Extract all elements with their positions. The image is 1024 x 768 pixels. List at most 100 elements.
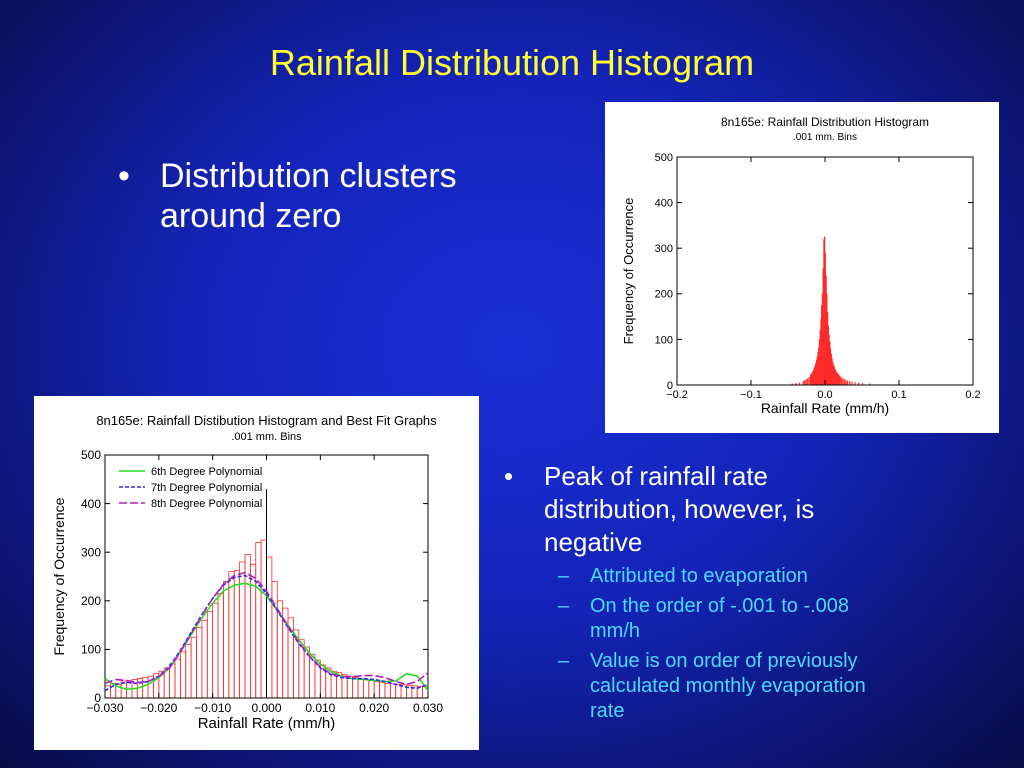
y-tick-label: 400 <box>81 497 101 511</box>
histogram-bar <box>212 602 219 699</box>
sub-bullet-marker: – <box>558 595 570 617</box>
sub-bullet-marker: – <box>558 650 570 672</box>
histogram-bar <box>845 380 847 386</box>
histogram-bar <box>805 379 807 386</box>
histogram-bar <box>255 542 262 699</box>
histogram-bar <box>174 658 181 699</box>
x-tick-label: −0.030 <box>86 701 123 715</box>
histogram-bar <box>352 677 359 699</box>
histogram-bar <box>201 619 208 699</box>
x-tick-label: 0.020 <box>359 701 389 715</box>
histogram-bar <box>357 678 364 699</box>
histogram-bar <box>233 570 240 699</box>
y-tick-label: 500 <box>655 152 673 164</box>
y-tick-label: 300 <box>655 243 673 255</box>
y-tick-label: 0 <box>667 380 673 392</box>
histogram-bar <box>384 683 391 699</box>
x-tick-label: −0.010 <box>194 701 231 715</box>
histogram-bar <box>266 556 273 699</box>
histogram-bar <box>190 636 197 699</box>
histogram-bar <box>309 653 316 699</box>
histogram-bar <box>104 685 111 699</box>
fit-line-6th-degree <box>104 582 429 692</box>
histogram-bar <box>807 378 809 386</box>
sub-bullet-item: – On the order of -.001 to -.008 mm/h <box>558 594 904 644</box>
histogram-bar <box>223 580 230 699</box>
bullet-item: • Distribution clusters around zero <box>118 156 538 236</box>
bullet-marker: • <box>118 157 130 195</box>
y-axis-label: Frequency of Occurrence <box>51 497 67 655</box>
bullet-item: • Peak of rainfall rate distribution, ho… <box>504 460 904 559</box>
histogram-bar <box>808 377 810 386</box>
x-tick-label: −0.1 <box>740 389 762 401</box>
histogram-chart-panel: 8n165e: Rainfall Distribution Histogram.… <box>605 102 999 433</box>
y-tick-label: 500 <box>81 448 101 462</box>
slide-title: Rainfall Distribution Histogram <box>269 42 755 83</box>
histogram-bar <box>260 539 267 699</box>
sub-bullet-text: Attributed to evaporation <box>590 565 808 587</box>
histogram-chart: 8n165e: Rainfall Distribution Histogram.… <box>621 115 981 416</box>
y-tick-label: 400 <box>655 197 673 209</box>
histogram-bar <box>379 682 386 699</box>
histogram-bar <box>217 593 224 699</box>
fit-line-8th-degree <box>104 571 429 686</box>
legend-entry: 7th Degree Polynomial <box>151 482 262 494</box>
histogram-bar <box>142 677 149 699</box>
histogram-bar <box>346 675 354 699</box>
histogram-bar <box>179 651 187 699</box>
sub-bullet-text: On the order of -.001 to -.008 mm/h <box>590 595 850 642</box>
x-tick-label: 0.0 <box>817 389 832 401</box>
chart-subtitle: .001 mm. Bins <box>231 431 302 443</box>
x-tick-label: 0.2 <box>965 389 980 401</box>
bullet-list-top: • Distribution clusters around zero <box>118 156 538 236</box>
x-axis-label: Rainfall Rate (mm/h) <box>761 400 889 416</box>
histogram-bar <box>196 627 203 699</box>
histogram-bar <box>368 680 375 699</box>
histogram-bar <box>804 380 806 386</box>
bullet-text: Distribution clusters around zero <box>160 157 457 235</box>
x-tick-label: −0.2 <box>666 389 688 401</box>
chart-subtitle: .001 mm. Bins <box>793 132 857 143</box>
y-tick-label: 100 <box>655 334 673 346</box>
sub-bullet-text: Value is on order of previously calculat… <box>590 650 866 722</box>
histogram-bar <box>841 377 843 386</box>
bullet-list-bottom: • Peak of rainfall rate distribution, ho… <box>504 460 904 724</box>
sub-bullet-item: – Attributed to evaporation <box>558 564 904 589</box>
histogram-bar <box>842 378 844 386</box>
y-tick-label: 100 <box>81 643 101 657</box>
chart-title: 8n165e: Rainfall Distribution Histogram <box>721 115 929 129</box>
histogram-bar <box>239 561 246 699</box>
sub-bullet-item: – Value is on order of previously calcul… <box>558 649 904 724</box>
y-tick-label: 200 <box>655 289 673 301</box>
y-tick-label: 0 <box>94 691 101 705</box>
histogram-bar <box>362 679 370 699</box>
y-tick-label: 300 <box>81 545 101 559</box>
sub-bullet-marker: – <box>558 565 570 587</box>
y-axis-label: Frequency of Occurrence <box>621 198 636 345</box>
histogram-bar <box>849 381 851 386</box>
x-tick-label: 0.010 <box>305 701 335 715</box>
x-axis-label: Rainfall Rate (mm/h) <box>198 715 336 732</box>
histogram-bar <box>373 681 380 699</box>
histogram-bar <box>185 644 192 699</box>
best-fit-chart-panel: 8n165e: Rainfall Distibution Histogram a… <box>34 396 479 750</box>
histogram-bar <box>389 683 397 699</box>
x-tick-label: 0.1 <box>891 389 906 401</box>
histogram-bar <box>228 571 235 699</box>
best-fit-chart: 8n165e: Rainfall Distibution Histogram a… <box>51 413 443 732</box>
legend-entry: 6th Degree Polynomial <box>151 466 262 478</box>
histogram-bar <box>839 376 841 386</box>
histogram-bar <box>206 611 214 699</box>
chart-title: 8n165e: Rainfall Distibution Histogram a… <box>96 413 437 428</box>
histogram-bar <box>802 381 804 386</box>
x-tick-label: 0.030 <box>413 701 443 715</box>
histogram-bar <box>126 682 133 699</box>
histogram-bar <box>169 663 176 699</box>
histogram-bar <box>271 580 278 699</box>
x-tick-label: 0.000 <box>251 701 281 715</box>
histogram-bar <box>846 380 849 386</box>
bullet-text: Peak of rainfall rate distribution, howe… <box>544 461 815 557</box>
bullet-marker: • <box>504 461 514 491</box>
x-tick-label: −0.020 <box>140 701 177 715</box>
y-tick-label: 200 <box>81 594 101 608</box>
